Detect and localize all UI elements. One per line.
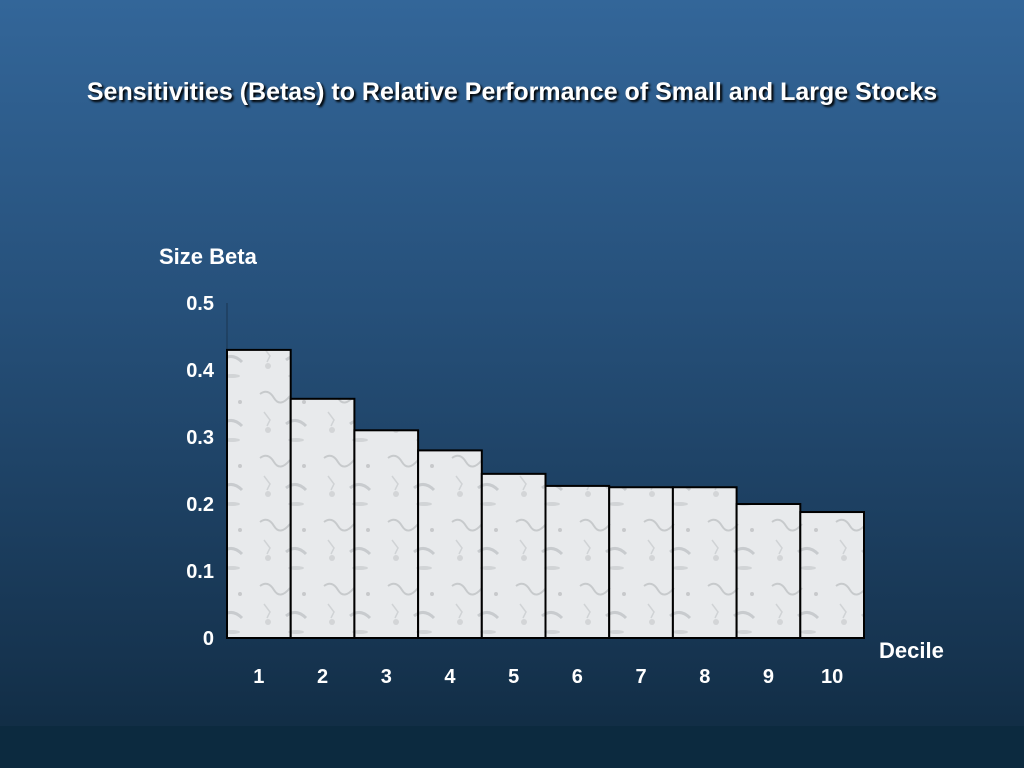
bar-decile-5 bbox=[480, 472, 547, 639]
bar-decile-7 bbox=[608, 486, 674, 639]
bar-decile-1 bbox=[226, 348, 292, 639]
x-tick-label: 5 bbox=[508, 666, 519, 688]
chart-title: Sensitivities (Betas) to Relative Perfor… bbox=[86, 78, 938, 106]
x-tick-label: 3 bbox=[381, 666, 392, 688]
bar-decile-9 bbox=[735, 503, 802, 639]
y-tick-label: 0.2 bbox=[186, 494, 214, 516]
bar-decile-2 bbox=[289, 397, 356, 639]
x-tick-label: 2 bbox=[317, 666, 328, 688]
y-tick-label: 0.5 bbox=[186, 293, 214, 315]
y-tick-label: 0.4 bbox=[186, 360, 215, 382]
x-tick-label: 7 bbox=[635, 666, 646, 688]
x-axis-label: Decile bbox=[879, 638, 944, 663]
y-tick-label: 0 bbox=[203, 628, 214, 650]
footer-band bbox=[0, 726, 1024, 768]
x-tick-label: 1 bbox=[253, 666, 264, 688]
bar-decile-8 bbox=[671, 486, 738, 639]
bar-decile-4 bbox=[417, 449, 483, 639]
bar-decile-3 bbox=[353, 429, 420, 639]
y-tick-label: 0.3 bbox=[186, 427, 214, 449]
y-axis-label: Size Beta bbox=[159, 244, 258, 269]
y-tick-label: 0.1 bbox=[186, 561, 214, 583]
x-tick-label: 8 bbox=[699, 666, 710, 688]
x-tick-label: 9 bbox=[763, 666, 774, 688]
bar-decile-10 bbox=[799, 511, 865, 639]
x-tick-label: 10 bbox=[821, 666, 843, 688]
bar-decile-6 bbox=[544, 484, 611, 639]
x-tick-label: 6 bbox=[572, 666, 583, 688]
x-tick-label: 4 bbox=[444, 666, 456, 688]
